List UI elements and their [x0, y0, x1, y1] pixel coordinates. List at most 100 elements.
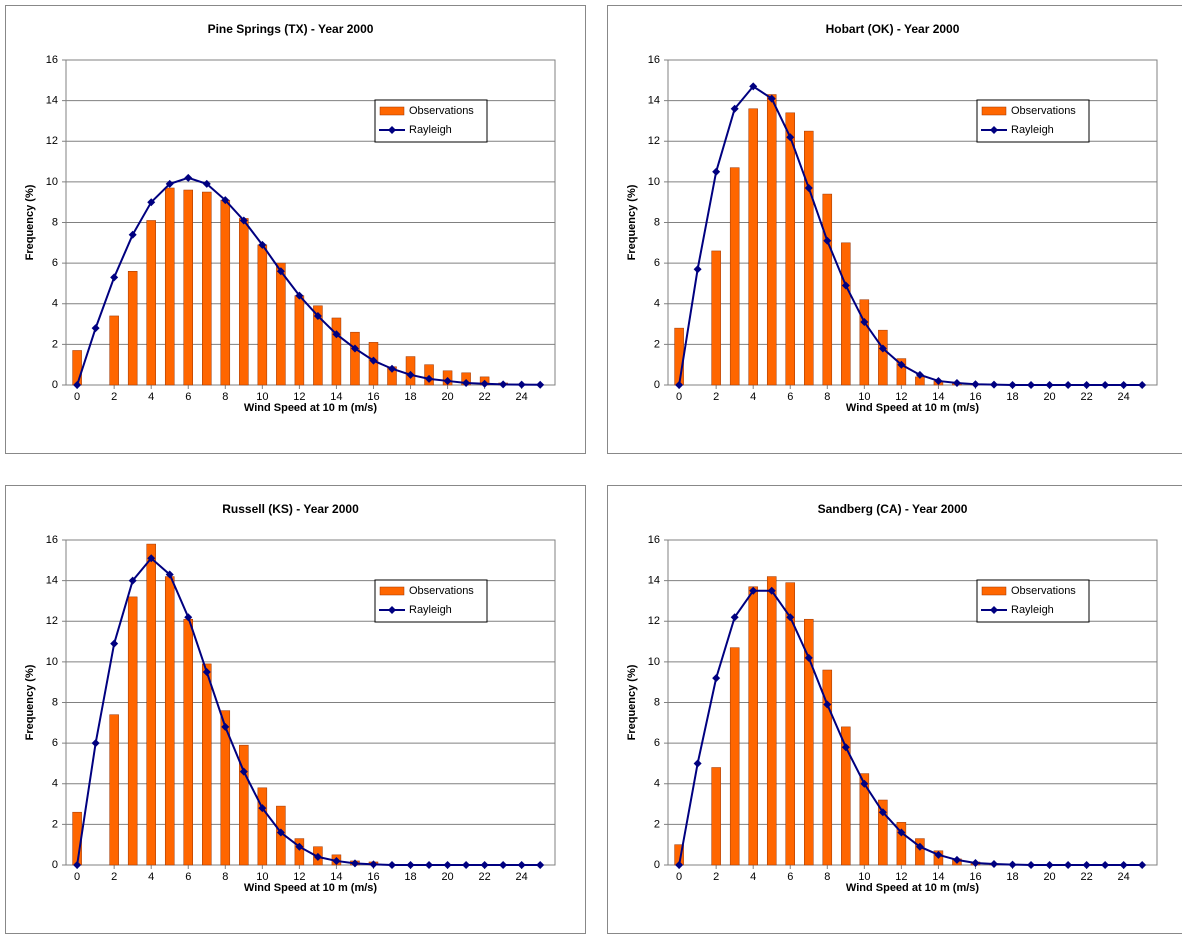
bar — [239, 744, 249, 866]
marker — [73, 861, 82, 869]
y-tick-label: 14 — [648, 575, 660, 587]
bar — [915, 838, 925, 866]
y-tick-label: 4 — [52, 298, 58, 310]
bar — [729, 167, 740, 386]
x-tick-label: 22 — [1080, 871, 1092, 883]
marker — [406, 370, 415, 379]
x-tick-label: 18 — [404, 391, 416, 403]
y-tick-label: 12 — [648, 135, 660, 147]
x-tick-label: 6 — [185, 871, 191, 883]
marker — [712, 167, 721, 176]
bar — [822, 193, 833, 386]
x-tick-label: 22 — [1080, 391, 1092, 403]
marker — [184, 613, 193, 622]
x-axis-label: Wind Speed at 10 m (m/s) — [846, 402, 979, 414]
legend-swatch — [981, 586, 1007, 596]
chart-title: Sandberg (CA) - Year 2000 — [818, 502, 968, 516]
x-tick-label: 24 — [516, 871, 528, 883]
marker — [73, 381, 82, 389]
marker — [1064, 381, 1073, 389]
x-tick-label: 24 — [516, 391, 528, 403]
marker — [1045, 861, 1054, 869]
bar — [72, 350, 82, 386]
y-tick-label: 6 — [52, 737, 58, 749]
marker — [1119, 861, 1128, 869]
bar — [331, 317, 342, 386]
x-tick-label: 2 — [111, 871, 117, 883]
x-tick-label: 18 — [404, 871, 416, 883]
y-tick-label: 2 — [52, 818, 58, 830]
legend-label: Rayleigh — [1011, 604, 1054, 616]
x-tick-label: 22 — [478, 871, 490, 883]
marker — [878, 344, 887, 353]
x-tick-label: 24 — [1118, 871, 1130, 883]
y-axis-label: Frequency (%) — [24, 664, 36, 740]
marker — [332, 330, 341, 339]
marker — [823, 236, 832, 245]
marker — [712, 674, 721, 683]
marker — [878, 808, 887, 817]
bar — [127, 596, 138, 866]
bar — [748, 108, 758, 386]
x-axis-label: Wind Speed at 10 m (m/s) — [244, 882, 377, 894]
bar — [146, 220, 156, 386]
x-tick-label: 20 — [441, 871, 453, 883]
marker — [110, 639, 119, 648]
bar — [405, 356, 416, 386]
x-tick-label: 0 — [676, 871, 682, 883]
y-tick-label: 10 — [46, 656, 58, 668]
marker — [517, 380, 526, 389]
x-axis-label: Wind Speed at 10 m (m/s) — [244, 402, 377, 414]
bar — [239, 218, 249, 386]
y-tick-label: 8 — [52, 696, 58, 708]
marker — [221, 722, 230, 731]
x-tick-label: 8 — [222, 391, 228, 403]
legend-swatch — [981, 106, 1007, 116]
x-tick-label: 20 — [1043, 391, 1055, 403]
marker — [313, 311, 322, 320]
marker — [1008, 381, 1017, 389]
y-tick-label: 8 — [52, 216, 58, 228]
y-tick-label: 16 — [648, 534, 660, 546]
marker — [239, 767, 248, 776]
legend-marker — [388, 126, 396, 134]
marker — [675, 381, 684, 389]
legend-label: Rayleigh — [409, 124, 452, 136]
marker — [767, 586, 776, 595]
bar — [822, 669, 833, 866]
legend-swatch — [379, 586, 405, 596]
marker — [1045, 381, 1054, 389]
y-axis-label: Frequency (%) — [626, 664, 638, 740]
legend-marker — [990, 606, 998, 614]
bar — [164, 187, 175, 386]
marker — [480, 861, 489, 869]
bar — [109, 714, 119, 866]
x-tick-label: 20 — [441, 391, 453, 403]
marker — [480, 379, 489, 388]
marker — [443, 861, 452, 869]
marker — [258, 240, 267, 249]
x-tick-label: 10 — [858, 391, 870, 403]
marker — [1138, 861, 1147, 869]
y-axis-label: Frequency (%) — [626, 184, 638, 260]
legend-swatch — [379, 106, 405, 116]
x-tick-label: 2 — [713, 871, 719, 883]
chart-panel: Sandberg (CA) - Year 2000 Wind Speed at 1… — [607, 485, 1182, 934]
marker — [499, 380, 508, 389]
marker — [369, 356, 378, 365]
marker — [786, 133, 795, 142]
y-tick-label: 12 — [648, 615, 660, 627]
marker — [952, 378, 961, 387]
marker — [388, 861, 396, 869]
bar — [424, 364, 434, 386]
marker — [221, 196, 230, 205]
marker — [804, 653, 813, 662]
legend-label: Rayleigh — [409, 604, 452, 616]
y-tick-label: 2 — [654, 818, 660, 830]
legend-label: Observations — [409, 585, 474, 597]
marker — [536, 380, 545, 389]
marker — [841, 281, 850, 290]
x-tick-label: 12 — [895, 871, 907, 883]
marker — [897, 828, 906, 837]
marker — [990, 380, 998, 389]
